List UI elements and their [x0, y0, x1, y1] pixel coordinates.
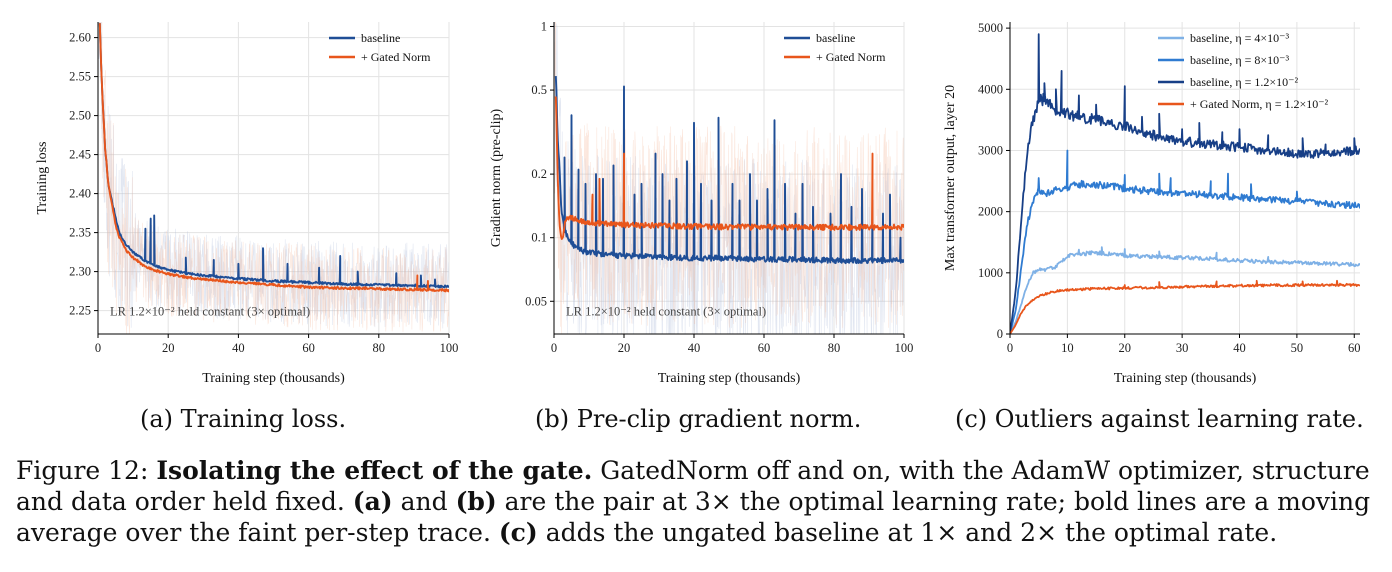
legend-label: + Gated Norm [816, 50, 886, 64]
x-tick-label: 20 [162, 341, 175, 355]
series-line-1 [98, 23, 449, 289]
legend-label: + Gated Norm, η = 1.2×10⁻² [1190, 97, 1329, 111]
y-tick-label: 2.30 [69, 265, 91, 279]
y-tick-label: 2.25 [69, 304, 91, 318]
legend-label: baseline, η = 8×10⁻³ [1190, 53, 1289, 67]
y-tick-label: 0.5 [531, 83, 547, 97]
max-output-chart: 0 10 20 30 40 50 60 0 1000 2000 3000 4000 5000 Traini… [943, 21, 1361, 386]
training-loss-chart: 0 20 40 60 80 100 2.25 2.30 2.35 2.40 2.45 2.50 2.55… [35, 22, 459, 386]
caption-ref-c: (c) [498, 518, 538, 547]
x-tick-label: 40 [688, 341, 701, 355]
y-tick-label: 0.2 [531, 167, 547, 181]
x-tick-label: 0 [551, 341, 557, 355]
x-tick-label: 20 [618, 341, 631, 355]
caption-text-3: are the pair at 3× the optimal learning … [16, 487, 1371, 547]
per-step-trace [554, 22, 904, 334]
legend-label: + Gated Norm [361, 50, 431, 64]
chart-panel-c: 0 10 20 30 40 50 60 0 1000 2000 3000 4000 5000 Traini… [930, 0, 1392, 404]
x-tick-label: 80 [373, 341, 386, 355]
series-line-4 [1010, 279, 1360, 334]
legend: baseline + Gated Norm [329, 31, 431, 64]
caption-ref-a: (a) [352, 487, 393, 516]
plot-area [98, 22, 449, 334]
annotation: LR 1.2×10⁻² held constant (3× optimal) [566, 304, 766, 318]
y-tick-label: 2000 [978, 205, 1003, 219]
x-tick-label: 0 [95, 341, 101, 355]
caption-ref-b: (b) [455, 487, 497, 516]
x-tick-label: 0 [1007, 341, 1013, 355]
subcaption-b: (b) Pre-clip gradient norm. [535, 405, 862, 433]
series-line-2 [98, 23, 449, 293]
caption-text-4: adds the ungated baseline at 1× and 2× t… [545, 518, 1278, 547]
x-tick-label: 10 [1061, 341, 1074, 355]
x-tick-label: 100 [895, 341, 914, 355]
y-tick-label: 1 [541, 19, 547, 33]
annotation: LR 1.2×10⁻² held constant (3× optimal) [110, 304, 310, 318]
legend: baseline, η = 4×10⁻³ baseline, η = 8×10⁻³… [1158, 31, 1329, 111]
grid [97, 22, 450, 334]
y-tick-label: 2.50 [69, 109, 91, 123]
y-tick-label: 2.40 [69, 187, 91, 201]
y-tick-label: 4000 [978, 82, 1003, 96]
y-tick-label: 3000 [978, 143, 1003, 157]
plot-area [1010, 33, 1360, 334]
plot-area [554, 22, 904, 334]
chart-panel-b: 0 20 40 60 80 100 0.05 0.1 0.2 0.5 1 Training step … [460, 0, 930, 404]
gradient-norm-chart: 0 20 40 60 80 100 0.05 0.1 0.2 0.5 1 Training step … [489, 19, 914, 386]
y-tick-label: 1000 [978, 266, 1003, 280]
y-tick-label: 0.1 [531, 231, 547, 245]
figure-caption: Figure 12: Isolating the effect of the g… [16, 455, 1380, 548]
y-tick-label: 2.35 [69, 226, 91, 240]
y-tick-label: 5000 [978, 21, 1003, 35]
series-line-3 [1010, 33, 1360, 334]
legend-label: baseline [816, 31, 855, 45]
legend: baseline + Gated Norm [784, 31, 886, 64]
y-tick-label: 2.55 [69, 70, 91, 84]
x-tick-label: 60 [302, 341, 315, 355]
y-tick-label: 2.60 [69, 31, 91, 45]
legend-label: baseline [361, 31, 400, 45]
legend-label: baseline, η = 4×10⁻³ [1190, 31, 1289, 45]
series-line-2 [554, 96, 904, 240]
x-tick-label: 60 [758, 341, 771, 355]
y-axis-label: Training loss [35, 141, 50, 214]
subcaption-a: (a) Training loss. [140, 405, 347, 433]
x-axis-label: Training step (thousands) [1114, 371, 1257, 386]
x-tick-label: 100 [440, 341, 459, 355]
caption-text-2: and [400, 487, 448, 516]
caption-text-1: GatedNorm off and on, with the AdamW opt… [16, 456, 1370, 516]
x-axis-label: Training step (thousands) [202, 371, 345, 386]
x-tick-label: 40 [1233, 341, 1246, 355]
y-axis-label: Gradient norm (pre-clip) [489, 108, 504, 247]
y-tick-label: 0 [997, 327, 1003, 341]
x-tick-label: 60 [1348, 341, 1361, 355]
x-axis-label: Training step (thousands) [658, 371, 801, 386]
y-tick-label: 0.05 [525, 294, 547, 308]
series-line-1 [1010, 246, 1360, 334]
chart-panel-a: 0 20 40 60 80 100 2.25 2.30 2.35 2.40 2.45 2.50 2.55… [0, 0, 460, 404]
subcaption-c: (c) Outliers against learning rate. [955, 405, 1364, 433]
y-tick-label: 2.45 [69, 148, 91, 162]
legend-label: baseline, η = 1.2×10⁻² [1190, 75, 1298, 89]
per-step-trace [554, 22, 904, 334]
series-line-1 [554, 76, 904, 265]
caption-bold: Isolating the effect of the gate. [156, 456, 593, 485]
noise-band [554, 22, 904, 334]
series-line-2 [1010, 149, 1360, 334]
x-tick-label: 20 [1119, 341, 1132, 355]
x-tick-label: 50 [1291, 341, 1304, 355]
x-tick-label: 30 [1176, 341, 1189, 355]
x-tick-label: 40 [232, 341, 245, 355]
y-axis-label: Max transformer output, layer 20 [943, 85, 958, 271]
caption-label: Figure 12: [16, 456, 149, 485]
x-tick-label: 80 [828, 341, 841, 355]
